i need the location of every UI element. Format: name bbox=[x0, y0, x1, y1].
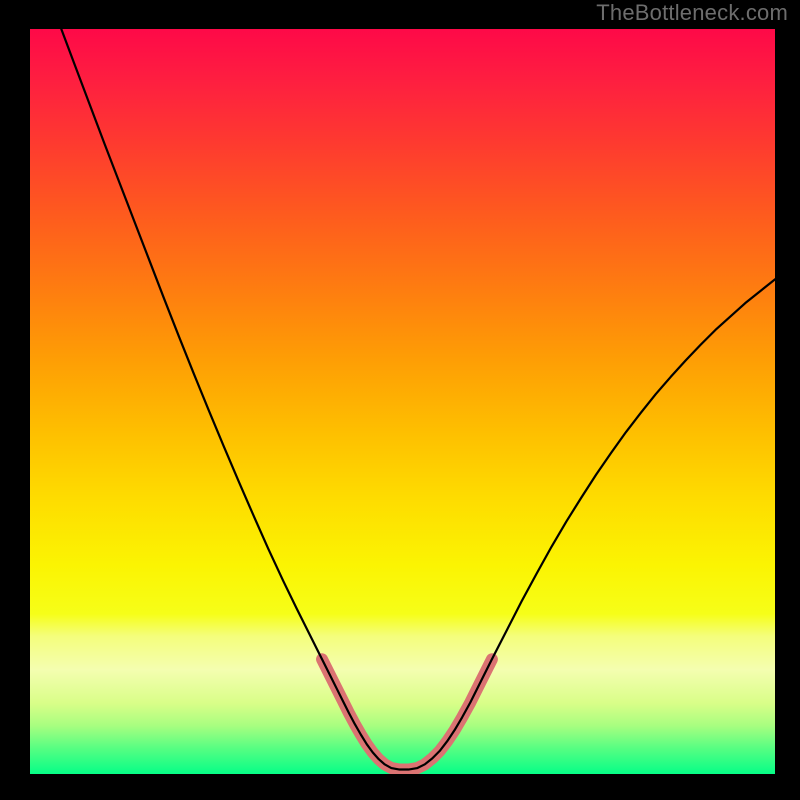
plot-background bbox=[30, 29, 775, 774]
plot-area bbox=[30, 29, 775, 774]
plot-svg bbox=[30, 29, 775, 774]
watermark-text: TheBottleneck.com bbox=[596, 0, 788, 26]
chart-frame: TheBottleneck.com bbox=[0, 0, 800, 800]
